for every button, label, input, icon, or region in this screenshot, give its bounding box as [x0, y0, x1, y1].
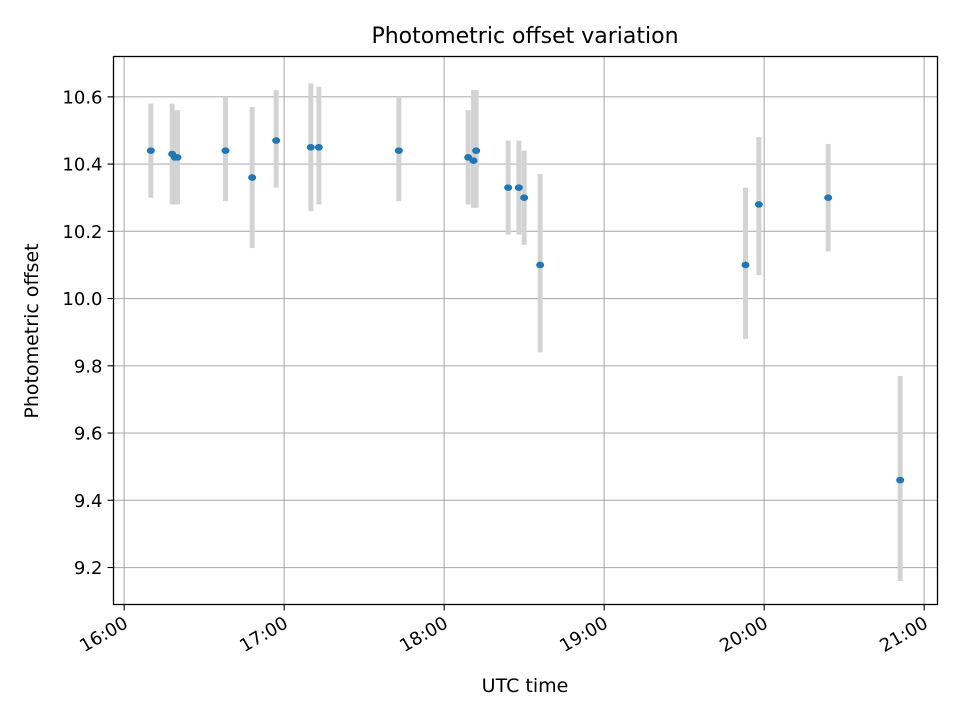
- data-point: [514, 184, 523, 191]
- x-tick-label: 18:00: [396, 613, 451, 657]
- data-point: [536, 261, 545, 269]
- y-tick-label: 9.2: [74, 558, 103, 579]
- data-point: [896, 476, 905, 484]
- data-point: [754, 201, 763, 208]
- data-point: [394, 147, 403, 154]
- data-point: [314, 143, 323, 151]
- x-tick-label: 21:00: [876, 613, 931, 657]
- data-point: [824, 194, 833, 202]
- data-point-layer: [146, 137, 905, 484]
- x-tick-label: 20:00: [716, 613, 771, 657]
- data-point: [221, 147, 230, 154]
- y-tick-label: 10.6: [62, 87, 102, 108]
- y-tick-label: 9.8: [74, 356, 103, 377]
- x-tick-label: 17:00: [236, 613, 291, 657]
- data-point: [146, 147, 155, 154]
- y-tick-label: 9.6: [74, 424, 103, 445]
- y-tick-label: 10.2: [62, 222, 102, 243]
- y-axis-label: Photometric offset: [21, 243, 43, 418]
- x-tick-label: 16:00: [76, 613, 131, 657]
- grid-layer: [113, 56, 938, 605]
- x-tick-label: 19:00: [556, 613, 611, 657]
- data-point: [741, 261, 750, 269]
- data-point: [248, 174, 257, 181]
- y-tick-layer: 9.2 9.4 9.6 9.8 10.0 10.2 10.4 10.6: [62, 87, 114, 579]
- data-point: [472, 147, 481, 154]
- data-point: [272, 137, 281, 144]
- data-point: [306, 143, 315, 151]
- data-point: [469, 157, 478, 165]
- axes-frame: [112, 55, 939, 606]
- data-point: [173, 154, 182, 161]
- data-point: [504, 184, 513, 191]
- y-tick-label: 10.4: [62, 155, 102, 176]
- x-tick-layer: 16:00 17:00 18:00 19:00 20:00 21:00: [76, 604, 932, 657]
- chart-title: Photometric offset variation: [371, 24, 678, 49]
- error-bar-layer: [148, 83, 903, 581]
- x-axis-label: UTC time: [482, 675, 569, 697]
- y-tick-label: 9.4: [74, 491, 103, 512]
- data-point: [520, 194, 529, 202]
- y-tick-label: 10.0: [62, 289, 102, 310]
